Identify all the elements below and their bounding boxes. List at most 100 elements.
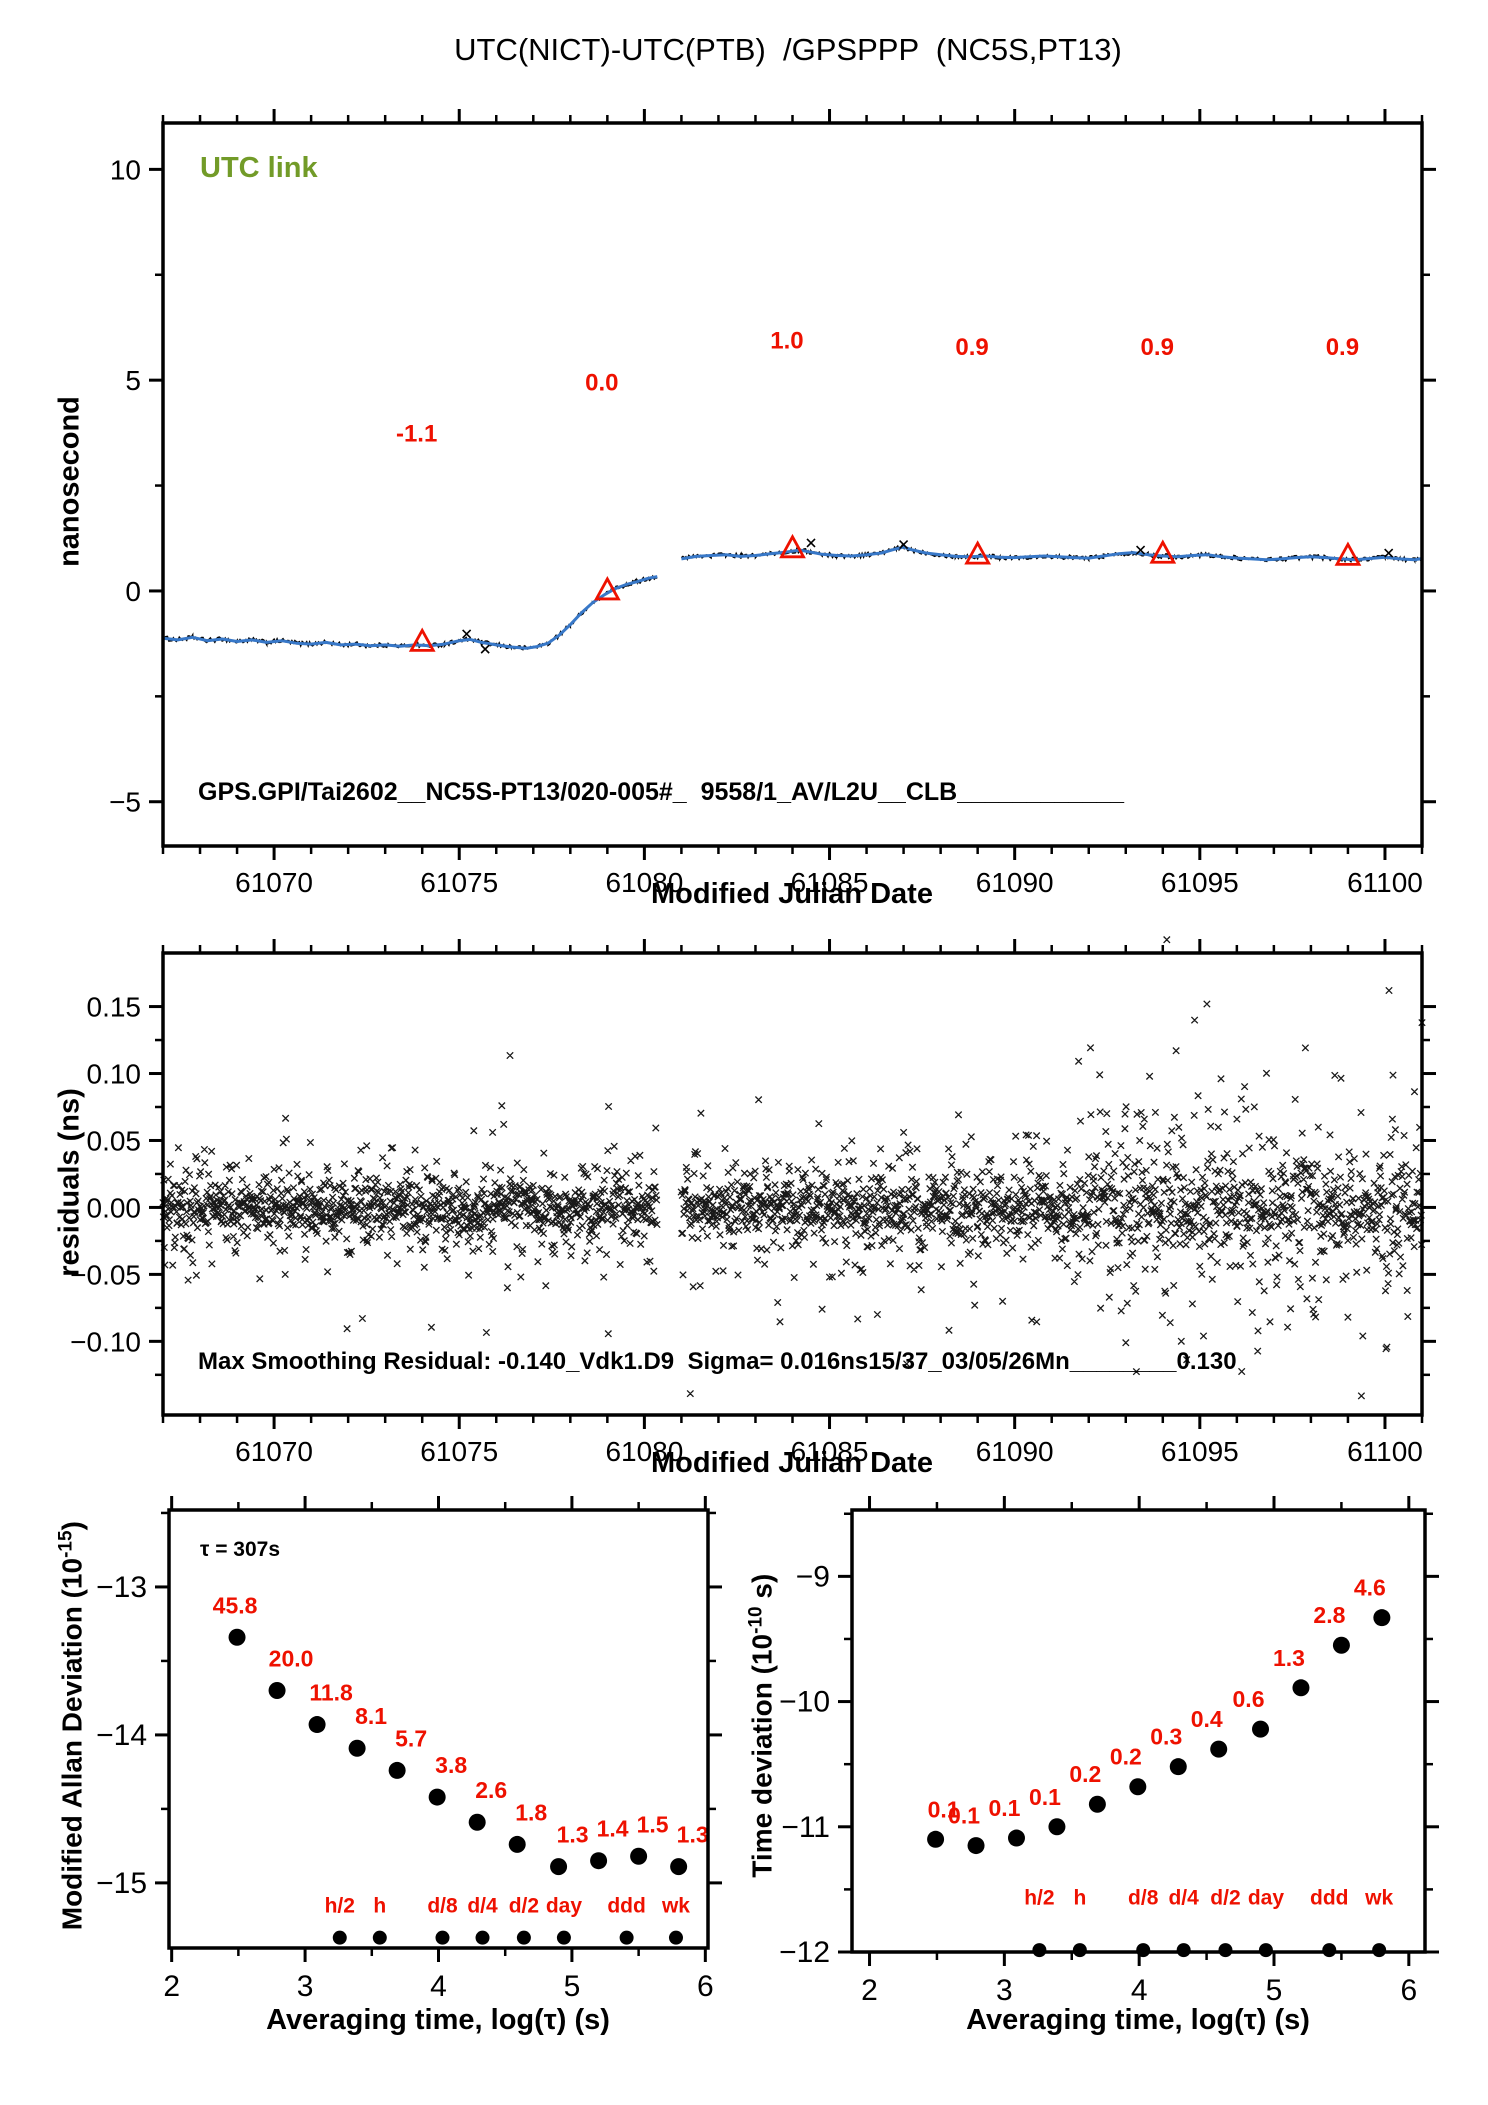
tick-label: −9	[796, 1560, 830, 1593]
tick-label: 5	[564, 1970, 581, 2003]
tick-label: 0.15	[87, 992, 142, 1023]
duration-label: d/2	[509, 1894, 539, 1917]
duration-label: wk	[1364, 1886, 1393, 1909]
tick-label: 0.10	[87, 1059, 142, 1090]
point-value-label: 1.8	[515, 1799, 547, 1825]
tau-annotation: τ = 307s	[200, 1538, 281, 1561]
smoothed-line	[162, 575, 658, 650]
plot-box	[161, 951, 1424, 1417]
deviation-point	[967, 1837, 985, 1855]
duration-tick-dot	[332, 1930, 347, 1945]
deviation-point	[1007, 1829, 1025, 1847]
tick-label: 61100	[1347, 1436, 1423, 1467]
deviation-point	[1088, 1795, 1106, 1813]
deviation-point	[308, 1716, 326, 1734]
tick-label: 6	[1400, 1974, 1417, 2007]
top-xaxis-label: Modified Julian Date	[651, 878, 933, 910]
tick-label: 4	[430, 1970, 447, 2003]
point-value-label: 0.1	[1029, 1784, 1061, 1810]
tick-label: −14	[96, 1719, 147, 1752]
duration-tick-dot	[372, 1930, 387, 1945]
tick-label: 0.05	[87, 1125, 142, 1156]
point-value-label: 0.2	[1110, 1744, 1142, 1770]
tdev-yaxis-label: Time deviation (10-10 s)	[745, 1416, 778, 2036]
plot-box	[167, 1508, 710, 1950]
tick-label: 61095	[1161, 867, 1239, 898]
deviation-point	[1048, 1818, 1066, 1836]
point-value-label: 0.1	[988, 1795, 1020, 1821]
point-value-label: 5.7	[395, 1725, 427, 1751]
tick-label: 61090	[976, 867, 1054, 898]
tdev-xaxis-label: Averaging time, log(τ) (s)	[966, 2004, 1310, 2036]
duration-label: d/8	[1128, 1886, 1159, 1909]
deviation-point	[268, 1682, 286, 1700]
point-value-label: 0.3	[1150, 1724, 1182, 1750]
duration-tick-dot	[1176, 1943, 1191, 1958]
duration-label: h/2	[1024, 1886, 1054, 1909]
deviation-point	[927, 1830, 945, 1848]
duration-tick-dot	[668, 1930, 683, 1945]
duration-tick-dot	[475, 1930, 490, 1945]
tick-label: 61075	[420, 1436, 498, 1467]
data-cross	[480, 644, 490, 654]
smoothed-line	[681, 545, 1423, 562]
point-value-label: 1.4	[597, 1816, 629, 1842]
mdev-xaxis-label: Averaging time, log(τ) (s)	[266, 2004, 610, 2036]
point-value-label: 4.6	[1354, 1575, 1386, 1601]
duration-tick-dot	[619, 1930, 634, 1945]
mdev-ylabel-end: )	[56, 1521, 88, 1531]
data-cross	[1384, 548, 1394, 558]
tick-label: 2	[163, 1970, 180, 2003]
duration-tick-dot	[1372, 1943, 1387, 1958]
mdev-yaxis-label: Modified Allan Deviation (10-15)	[55, 1416, 88, 2036]
duration-label: day	[1248, 1886, 1285, 1909]
deviation-point	[590, 1852, 608, 1870]
raw-data-trace	[680, 544, 1423, 564]
duration-label: d/4	[1168, 1886, 1199, 1909]
tick-label: −12	[779, 1936, 830, 1969]
calibration-triangle-marker	[593, 576, 621, 601]
duration-label: d/2	[1210, 1886, 1240, 1909]
tick-label: 61070	[235, 867, 313, 898]
residual-xaxis-label: Modified Julian Date	[651, 1447, 933, 1479]
duration-label: h/2	[325, 1894, 355, 1917]
duration-label: h	[1073, 1886, 1086, 1909]
mdev-ylabel-base: Modified Allan Deviation (10	[56, 1557, 88, 1931]
tick-label: 61080	[605, 1436, 683, 1467]
deviation-point	[550, 1858, 568, 1876]
tick-label: 5	[125, 365, 141, 396]
tick-label: 61085	[791, 867, 869, 898]
tick-label: −5	[109, 787, 141, 818]
duration-label: d/8	[427, 1894, 458, 1917]
mdev-ylabel-sup: -15	[55, 1530, 77, 1558]
deviation-point	[388, 1761, 406, 1779]
deviation-point	[630, 1847, 648, 1865]
point-value-label: 8.1	[355, 1703, 387, 1729]
calibration-triangle-marker	[1149, 539, 1177, 564]
tick-label: −15	[96, 1867, 147, 1900]
duration-tick-dot	[516, 1930, 531, 1945]
point-value-label: 0.4	[1191, 1706, 1223, 1732]
tick-label: 0	[125, 576, 141, 607]
duration-tick-dot	[556, 1930, 571, 1945]
deviation-point	[348, 1739, 366, 1757]
point-value-label: 1.3	[677, 1822, 709, 1848]
deviation-point	[428, 1788, 446, 1806]
duration-label: d/4	[467, 1894, 498, 1917]
tick-label: −13	[96, 1571, 147, 1604]
point-value-label: 0.6	[1233, 1686, 1265, 1712]
deviation-point	[1292, 1679, 1310, 1697]
tick-label: 61085	[791, 1436, 869, 1467]
data-cross	[1136, 545, 1146, 555]
point-value-label: 20.0	[269, 1646, 314, 1672]
duration-label: day	[546, 1894, 583, 1917]
duration-label: ddd	[607, 1894, 645, 1917]
deviation-point	[1129, 1778, 1147, 1796]
point-value-label: 11.8	[309, 1680, 353, 1706]
tick-label: 61100	[1347, 867, 1423, 898]
deviation-point	[1373, 1609, 1391, 1627]
tick-label: 61070	[235, 1436, 313, 1467]
tick-label: 10	[110, 154, 141, 185]
tick-label: −11	[781, 1811, 830, 1844]
